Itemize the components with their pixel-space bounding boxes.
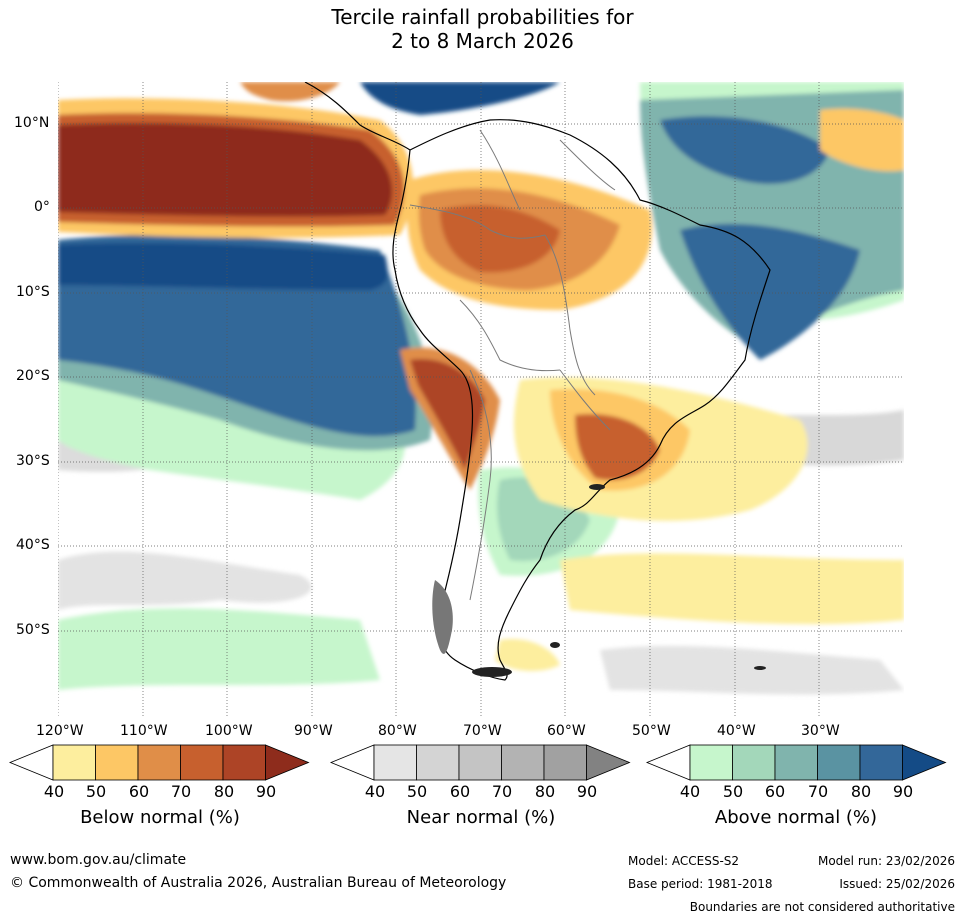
lon-label: 100°W bbox=[205, 723, 253, 739]
map-title-line2: 2 to 8 March 2026 bbox=[391, 29, 574, 53]
cb-above-title: Above normal (%) bbox=[714, 807, 878, 828]
cb-above-swatch bbox=[817, 744, 861, 781]
cb-above-swatch bbox=[774, 744, 818, 781]
lon-label: 70°W bbox=[463, 723, 502, 739]
cb-above-swatch bbox=[859, 744, 903, 781]
lat-label: 40°S bbox=[16, 537, 50, 553]
cb-near-tick: 40 bbox=[364, 782, 386, 801]
below-normal-region bbox=[240, 82, 340, 102]
above-normal-region bbox=[660, 116, 830, 184]
lon-label: 90°W bbox=[294, 723, 333, 739]
above-normal-region bbox=[58, 608, 380, 690]
copyright-text: © Commonwealth of Australia 2026, Austra… bbox=[10, 875, 507, 891]
website-link[interactable]: www.bom.gov.au/climate bbox=[10, 852, 187, 868]
lon-label: 60°W bbox=[547, 723, 586, 739]
below-normal-region bbox=[575, 414, 660, 481]
lat-label: 20°S bbox=[16, 368, 50, 384]
country-borders bbox=[409, 129, 616, 601]
boundary-disclaimer: Boundaries are not considered authoritat… bbox=[689, 900, 955, 914]
cb-above-swatch bbox=[689, 744, 733, 781]
cb-above-tick: 50 bbox=[722, 782, 744, 801]
above-normal-region bbox=[58, 243, 388, 290]
cb-near-low-extension bbox=[329, 744, 375, 781]
issued-date: Issued: 25/02/2026 bbox=[839, 877, 955, 891]
model-run-date: Model run: 23/02/2026 bbox=[817, 854, 955, 868]
cb-below-swatch bbox=[180, 744, 224, 781]
lon-label: 30°W bbox=[801, 723, 840, 739]
cb-above-tick: 90 bbox=[892, 782, 914, 801]
cb-near-swatch bbox=[543, 744, 587, 781]
cb-above-tick: 80 bbox=[850, 782, 872, 801]
patagonia-archipelago bbox=[432, 580, 453, 654]
islands bbox=[472, 484, 766, 677]
cb-below-high-extension bbox=[265, 744, 310, 781]
cb-near-tick: 90 bbox=[576, 782, 598, 801]
cb-above-tick: 60 bbox=[764, 782, 786, 801]
cb-near-tick: 50 bbox=[406, 782, 428, 801]
cb-above-tick: 40 bbox=[679, 782, 701, 801]
cb-below-swatch bbox=[95, 744, 139, 781]
cb-near-title: Near normal (%) bbox=[406, 807, 556, 828]
map-field bbox=[58, 82, 904, 716]
lon-label: 110°W bbox=[120, 723, 168, 739]
lon-label: 80°W bbox=[378, 723, 417, 739]
colorbar-legends bbox=[8, 744, 947, 781]
cb-below-tick: 40 bbox=[43, 782, 65, 801]
cb-above-high-extension bbox=[902, 744, 947, 781]
cb-near-swatch bbox=[373, 744, 417, 781]
cb-above-tick: 70 bbox=[807, 782, 829, 801]
near-normal-region bbox=[600, 645, 904, 695]
above-normal-region bbox=[680, 223, 860, 360]
model-name: Model: ACCESS-S2 bbox=[628, 854, 740, 868]
south-america-coastline bbox=[304, 82, 771, 681]
graticule bbox=[58, 82, 904, 716]
cb-above-swatch bbox=[732, 744, 776, 781]
lat-label: 50°S bbox=[16, 622, 50, 638]
cb-below-tick: 50 bbox=[85, 782, 107, 801]
base-period: Base period: 1981-2018 bbox=[628, 877, 773, 891]
cb-near-tick: 60 bbox=[449, 782, 471, 801]
lon-label: 120°W bbox=[36, 723, 84, 739]
lat-label: 10°N bbox=[14, 115, 50, 131]
cb-near-swatch bbox=[501, 744, 545, 781]
lon-label: 40°W bbox=[717, 723, 756, 739]
cb-below-tick: 70 bbox=[170, 782, 192, 801]
cb-below-low-extension bbox=[8, 744, 54, 781]
near-normal-region bbox=[58, 551, 312, 610]
cb-below-swatch bbox=[222, 744, 266, 781]
cb-near-swatch bbox=[416, 744, 460, 781]
map-title-line1: Tercile rainfall probabilities for bbox=[331, 5, 634, 29]
cb-near-swatch bbox=[458, 744, 502, 781]
cb-near-high-extension bbox=[586, 744, 631, 781]
lat-label: 10°S bbox=[16, 284, 50, 300]
cb-near-tick: 80 bbox=[534, 782, 556, 801]
below-normal-region bbox=[410, 359, 485, 470]
cb-above-low-extension bbox=[645, 744, 691, 781]
lat-label: 0° bbox=[34, 199, 50, 215]
cb-below-swatch bbox=[52, 744, 96, 781]
cb-below-tick: 80 bbox=[213, 782, 235, 801]
cb-below-title: Below normal (%) bbox=[80, 807, 240, 828]
below-normal-region bbox=[495, 639, 560, 672]
above-normal-region bbox=[360, 82, 560, 115]
cb-below-swatch bbox=[137, 744, 181, 781]
lon-label: 50°W bbox=[632, 723, 671, 739]
cb-below-tick: 90 bbox=[255, 782, 277, 801]
below-normal-region bbox=[440, 205, 560, 273]
cb-near-tick: 70 bbox=[491, 782, 513, 801]
lat-label: 30°S bbox=[16, 453, 50, 469]
below-normal-region bbox=[58, 123, 393, 217]
cb-below-tick: 60 bbox=[128, 782, 150, 801]
below-normal-region bbox=[560, 553, 904, 625]
